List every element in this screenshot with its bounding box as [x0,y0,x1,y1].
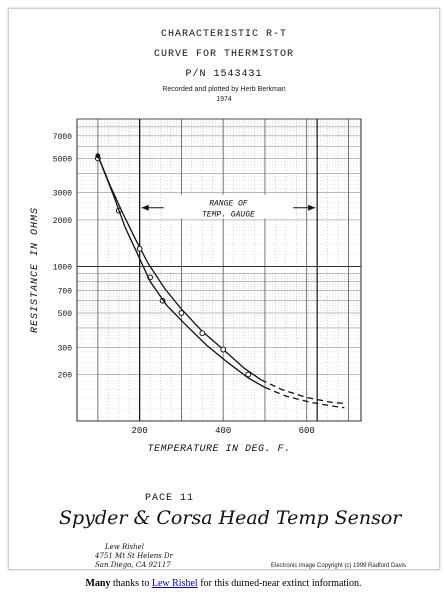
range-arrow-left-head [141,204,149,211]
lew-rishel-link[interactable]: Lew Rishel [151,578,198,589]
y-tick-label: 300 [58,344,73,353]
rt-chart: 200 300 500 700 1000 2000 3000 5000 7000 200 400 60… [30,118,362,455]
range-arrow-right-head [308,204,316,211]
scanned-sheet: CHARACTERISTIC R-T CURVE FOR THERMISTOR … [8,8,440,570]
footer-credit: Many thanks to Lew Rishel for this durne… [0,578,447,589]
range-annotation-line1: RANGE OF [209,200,248,209]
plot-frame [76,118,362,422]
year-line: 1974 [216,96,232,103]
address-name: Lew Rishel [105,543,144,551]
x-tick-label: 400 [215,426,231,436]
x-tick-label: 600 [299,426,315,436]
chart-title-line1: CHARACTERISTIC R-T [160,29,288,40]
start-point [95,153,101,159]
x-axis-label: TEMPERATURE IN DEG. F. [147,444,290,455]
y-tick-label: 7000 [53,133,72,142]
address-street: 4751 Mt St Helens Dr [95,552,173,560]
footer-bold: Many [85,578,111,589]
data-point [220,346,227,353]
data-point [136,245,143,252]
y-tick-label: 3000 [53,190,72,199]
series-2-solid-curve [97,155,266,388]
series-2-dashed-curve [264,386,345,409]
data-point [178,310,185,316]
range-label-box [165,194,292,219]
address-city: San Diego, CA 92117 [95,561,171,569]
data-point [245,371,252,378]
handwritten-note: Spyder & Corsa Head Temp Sensor [59,507,402,529]
y-tick-label: 200 [58,371,73,380]
copyright-notice: Electronic image Copyright (c) 1999 Radf… [271,563,407,569]
chart-title-line2: CURVE FOR THERMISTOR [153,49,295,60]
footer-pre: thanks to [110,578,152,589]
chart-title-line3: P/N 1543431 [185,69,263,80]
y-tick-label: 2000 [53,217,72,226]
x-tick-label: 200 [132,426,148,436]
series-1-dashed-curve [260,379,345,405]
y-tick-label: 500 [58,310,73,319]
series-1-solid-curve [97,155,262,381]
y-tick-label: 1000 [53,263,72,272]
range-annotation-line2: TEMP. GAUGE [202,211,255,220]
address-block: Lew Rishel 4751 Mt St Helens Dr San Dieg… [95,543,173,570]
data-point [199,330,206,337]
page-label: PACE 11 [145,493,195,504]
y-tick-label: 700 [58,287,73,296]
y-tick-label: 5000 [53,155,72,164]
footer-post: for this durned-near extinct information… [197,578,362,589]
y-axis-label: RESISTANCE IN OHMS [30,207,41,333]
credit-line: Recorded and plotted by Herb Berkman [162,86,286,93]
